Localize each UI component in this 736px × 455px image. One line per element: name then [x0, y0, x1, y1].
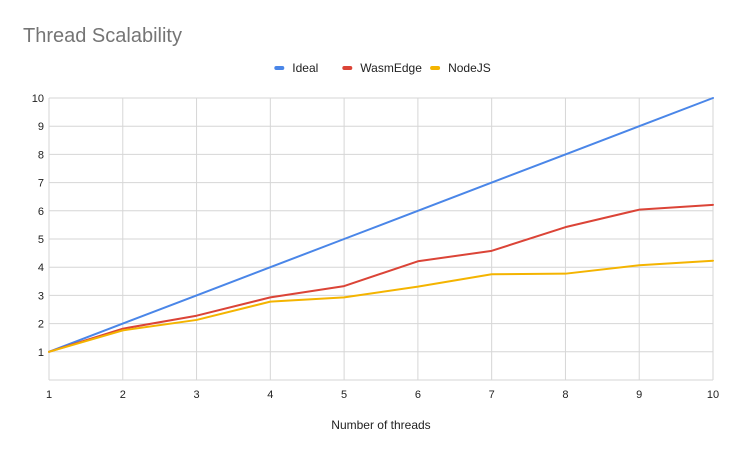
- x-tick-label: 10: [707, 389, 719, 401]
- y-tick-label: 9: [38, 121, 44, 133]
- x-tick-label: 1: [46, 389, 52, 401]
- legend-label-nodejs: NodeJS: [448, 61, 491, 75]
- y-tick-label: 3: [38, 290, 44, 302]
- legend-label-ideal: Ideal: [292, 61, 318, 75]
- x-tick-label: 5: [341, 389, 347, 401]
- legend-swatch-ideal: [274, 66, 285, 70]
- series-line-ideal: [48, 97, 714, 353]
- x-tick-label: 9: [636, 389, 642, 401]
- y-tick-label: 7: [38, 178, 44, 190]
- y-tick-label: 10: [32, 93, 44, 105]
- y-tick-label: 1: [38, 347, 44, 359]
- x-tick-label: 6: [415, 389, 421, 401]
- legend-label-wasmedge: WasmEdge: [360, 61, 422, 75]
- x-tick-label: 7: [489, 389, 495, 401]
- y-tick-label: 4: [38, 262, 44, 274]
- x-axis-title: Number of threads: [331, 418, 430, 432]
- chart-title: Thread Scalability: [23, 25, 182, 47]
- grid-lines: [48, 97, 714, 381]
- x-tick-label: 3: [193, 389, 199, 401]
- series-line-wasmedge: [48, 203, 714, 353]
- y-tick-label: 5: [38, 234, 44, 246]
- series-line-nodejs: [48, 259, 714, 353]
- legend-swatch-nodejs: [430, 66, 441, 70]
- x-tick-label: 2: [120, 389, 126, 401]
- legend-swatch-wasmedge: [342, 66, 353, 70]
- y-tick-label: 8: [38, 149, 44, 161]
- y-tick-label: 2: [38, 319, 44, 331]
- x-tick-label: 8: [562, 389, 568, 401]
- legend: Ideal WasmEdge NodeJS: [274, 61, 491, 75]
- y-tick-label: 6: [38, 206, 44, 218]
- x-tick-label: 4: [267, 389, 273, 401]
- y-axis-ticks: 1 2 3 4 5 6 7 8 9 10: [32, 93, 44, 359]
- x-axis-ticks: 1 2 3 4 5 6 7 8 9 10: [46, 389, 719, 401]
- series-group: [48, 97, 714, 353]
